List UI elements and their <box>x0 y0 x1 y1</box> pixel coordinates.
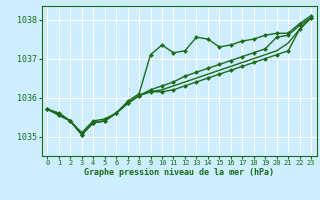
X-axis label: Graphe pression niveau de la mer (hPa): Graphe pression niveau de la mer (hPa) <box>84 168 274 177</box>
